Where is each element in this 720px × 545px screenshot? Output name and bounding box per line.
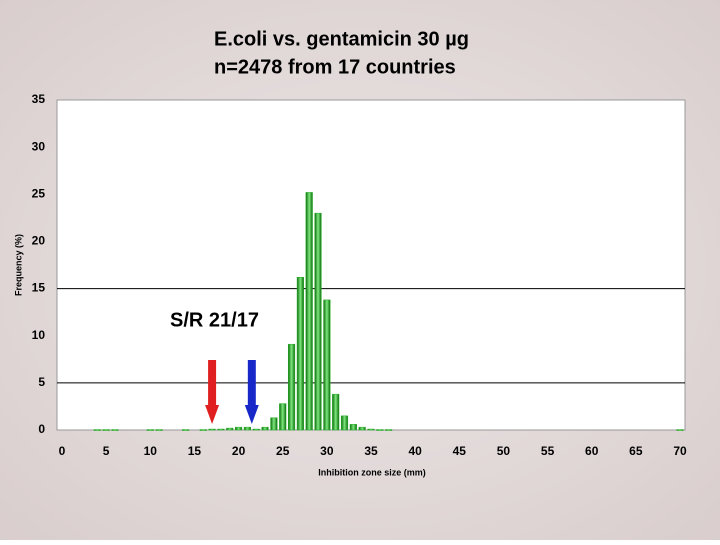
bar (296, 277, 304, 431)
y-tick-label: 5 (38, 375, 45, 389)
bar (93, 429, 101, 431)
x-tick-label: 35 (364, 444, 378, 458)
bar (243, 426, 251, 431)
bar (208, 428, 216, 431)
y-tick-label: 0 (38, 422, 45, 436)
y-tick-label: 15 (32, 281, 46, 295)
bar (155, 429, 163, 431)
bar (226, 427, 234, 431)
y-tick-label: 30 (32, 139, 46, 153)
bar (199, 429, 207, 431)
x-tick-label: 10 (144, 444, 158, 458)
bar (340, 415, 349, 431)
x-axis-label: Inhibition zone size (mm) (318, 467, 426, 477)
chart-subtitle: n=2478 from 17 countries (214, 56, 456, 78)
y-tick-label: 10 (32, 328, 46, 342)
bar (270, 417, 278, 431)
bar (349, 424, 357, 431)
bar (279, 403, 287, 431)
plot-area (56, 99, 686, 431)
x-tick-label: 30 (320, 444, 334, 458)
x-tick-label: 45 (453, 444, 467, 458)
bar (305, 192, 313, 431)
bar (358, 426, 366, 431)
chart-title: E.coli vs. gentamicin 30 µg (214, 28, 469, 50)
y-axis-label: Frequency (%) (13, 234, 23, 296)
x-tick-label: 50 (497, 444, 511, 458)
bar (146, 429, 154, 431)
x-tick-label: 5 (103, 444, 110, 458)
x-tick-label: 60 (585, 444, 599, 458)
bar (323, 299, 331, 431)
bar (235, 426, 243, 431)
x-tick-label: 65 (629, 444, 643, 458)
x-tick-label: 25 (276, 444, 290, 458)
bar (252, 428, 260, 431)
arrow-marker (205, 360, 220, 424)
x-tick-label: 70 (673, 444, 687, 458)
y-tick-label: 35 (32, 92, 46, 106)
y-tick-label: 20 (32, 234, 46, 248)
bar (385, 429, 393, 431)
bar (676, 429, 684, 431)
x-tick-label: 40 (408, 444, 422, 458)
x-tick-label: 0 (59, 444, 66, 458)
bar (314, 212, 322, 431)
bar (182, 429, 190, 431)
x-tick-label: 15 (188, 444, 202, 458)
bar (111, 429, 119, 431)
bar (367, 428, 375, 431)
bar (261, 426, 269, 431)
y-tick-label: 25 (32, 186, 46, 200)
annotation: S/R 21/17 (170, 309, 259, 331)
bar (332, 393, 340, 431)
x-tick-label: 20 (232, 444, 246, 458)
x-tick-label: 55 (541, 444, 555, 458)
bar (376, 429, 384, 431)
arrow-marker (244, 360, 259, 424)
bar (217, 428, 225, 431)
bar (102, 429, 110, 431)
bar (287, 343, 296, 431)
